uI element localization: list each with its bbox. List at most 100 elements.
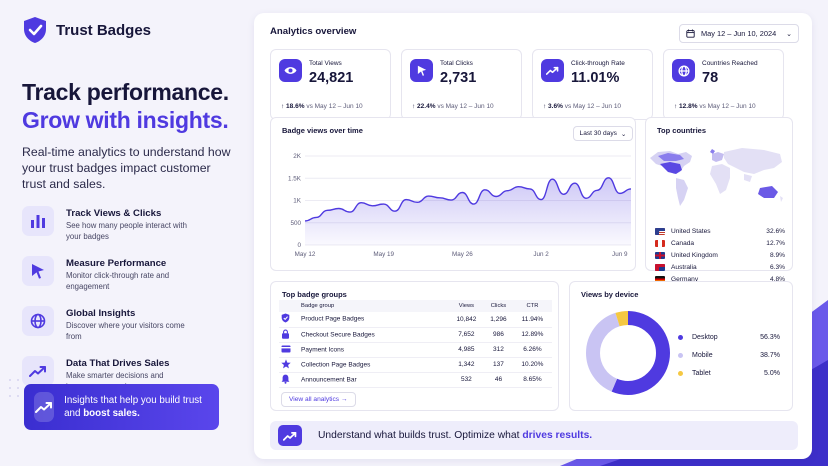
table-row[interactable]: Payment Icons 4,985 312 6.26% xyxy=(279,342,552,358)
range-select-label: Last 30 days xyxy=(579,130,617,137)
badge-groups-table: Badge group Views Clicks CTR Product Pag… xyxy=(279,300,552,388)
globe-icon xyxy=(672,59,695,82)
feature-title: Data That Drives Sales xyxy=(66,358,170,369)
australia-flag-icon xyxy=(655,264,665,271)
table-row[interactable]: Announcement Bar 532 46 8.65% xyxy=(279,372,552,388)
donut-slice-tablet xyxy=(586,311,670,395)
kpi-card-ctr: Click-through Rate 11.01% ↑ 3.6% vs May … xyxy=(532,49,653,120)
kpi-card-countries: Countries Reached 78 ↑ 12.8% vs May 12 –… xyxy=(663,49,784,120)
brand: Trust Badges xyxy=(22,16,242,44)
us-flag-icon xyxy=(655,228,665,235)
insights-cta: Insights that help you build trust and b… xyxy=(24,384,219,430)
feature-title: Track Views & Clicks xyxy=(66,208,162,219)
germany-flag-icon xyxy=(655,276,665,283)
feature-title: Measure Performance xyxy=(66,258,167,269)
range-select[interactable]: Last 30 days ⌄ xyxy=(573,126,633,141)
canada-flag-icon xyxy=(655,240,665,247)
brand-name: Trust Badges xyxy=(56,21,152,39)
cursor-icon xyxy=(22,256,54,286)
series-line xyxy=(304,177,632,222)
chevron-down-icon: ⌄ xyxy=(786,30,792,38)
table-row[interactable]: Collection Page Badges 1,342 137 10.20% xyxy=(279,357,552,373)
bottom-banner: Understand what builds trust. Optimize w… xyxy=(270,421,798,450)
date-range-picker[interactable]: May 12 – Jun 10, 2024 ⌄ xyxy=(679,24,799,43)
marketing-column: Trust Badges Track performance. Grow wit… xyxy=(22,16,242,392)
headline: Track performance. Grow with insights. xyxy=(22,78,242,134)
column-header: Views xyxy=(448,300,485,312)
eye-icon xyxy=(279,59,302,82)
credit-card-icon xyxy=(281,345,292,355)
table-header-row: Badge group Views Clicks CTR xyxy=(279,300,552,312)
trend-up-icon xyxy=(278,425,302,446)
kpi-delta: ↑ 3.6% vs May 12 – Jun 10 xyxy=(543,103,622,110)
country-row: Germany 4.8% xyxy=(655,276,785,283)
feature-desc: See how many people interact with your b… xyxy=(66,221,187,241)
kpi-value: 78 xyxy=(702,70,719,86)
star-icon xyxy=(281,358,292,371)
chevron-down-icon: ⌄ xyxy=(620,130,627,138)
kpi-card-total-views: Total Views 24,821 ↑ 18.6% vs May 12 – J… xyxy=(270,49,391,120)
device-donut-chart xyxy=(586,311,670,395)
shield-check-icon xyxy=(281,313,292,325)
feature-item: Track Views & Clicks See how many people… xyxy=(22,206,242,242)
donut-slice-mobile xyxy=(586,311,670,395)
views-by-device-card: Views by device Desktop 56.3% Mobile 38.… xyxy=(569,281,793,411)
kpi-label: Total Views xyxy=(309,60,342,67)
x-tick-label: Jun 9 xyxy=(612,251,628,258)
legend-dot xyxy=(678,335,683,340)
column-header: CTR xyxy=(512,300,552,312)
kpi-value: 11.01% xyxy=(571,70,620,86)
world-map xyxy=(650,148,783,206)
kpi-value: 24,821 xyxy=(309,70,354,86)
globe-icon xyxy=(22,306,54,336)
feature-item: Global Insights Discover where your visi… xyxy=(22,306,242,342)
badge-groups-title: Top badge groups xyxy=(282,290,347,299)
kpi-label: Countries Reached xyxy=(702,60,758,67)
date-range-label: May 12 – Jun 10, 2024 xyxy=(701,29,777,38)
x-tick-label: May 19 xyxy=(373,251,394,258)
shield-check-logo-icon xyxy=(24,17,46,43)
country-row: United Kingdom 8.9% xyxy=(655,252,785,259)
kpi-row: Total Views 24,821 ↑ 18.6% vs May 12 – J… xyxy=(270,49,784,120)
table-row[interactable]: Product Page Badges 10,842 1,296 11.94% xyxy=(279,312,552,328)
legend-dot xyxy=(678,353,683,358)
views-area-chart: 0 500 1K 1.5K 2K May 12 May 19 May 26 Jun 2 Jun 9 xyxy=(288,153,632,258)
y-tick-label: 2K xyxy=(293,153,302,160)
device-legend-item: Mobile 38.7% xyxy=(678,352,780,359)
headline-line-2: Grow with insights. xyxy=(22,107,229,133)
kpi-label: Total Clicks xyxy=(440,60,473,67)
bell-icon xyxy=(281,374,292,386)
feature-list: Track Views & Clicks See how many people… xyxy=(22,206,242,392)
panel-title: Analytics overview xyxy=(270,26,357,37)
kpi-label: Click-through Rate xyxy=(571,60,625,67)
country-row: United States 32.6% xyxy=(655,228,785,235)
column-header: Badge group xyxy=(279,300,449,312)
column-header: Clicks xyxy=(484,300,513,312)
y-tick-label: 500 xyxy=(290,220,301,227)
headline-line-1: Track performance. xyxy=(22,79,229,105)
feature-item: Measure Performance Monitor click-throug… xyxy=(22,256,242,292)
view-all-analytics-button[interactable]: View all analytics → xyxy=(281,392,356,407)
insights-cta-text: Insights that help you build trust and b… xyxy=(64,395,202,419)
y-tick-label: 1.5K xyxy=(288,175,302,182)
feature-desc: Monitor click-through rate and engagemen… xyxy=(66,271,170,291)
trend-up-icon xyxy=(22,356,54,386)
kpi-delta: ↑ 18.6% vs May 12 – Jun 10 xyxy=(281,103,363,110)
uk-flag-icon xyxy=(655,252,665,259)
trend-up-icon xyxy=(541,59,564,82)
banner-text: Understand what builds trust. Optimize w… xyxy=(318,430,593,441)
x-tick-label: May 12 xyxy=(295,251,316,258)
table-row[interactable]: Checkout Secure Badges 7,652 986 12.89% xyxy=(279,327,552,343)
kpi-delta: ↑ 12.8% vs May 12 – Jun 10 xyxy=(674,103,756,110)
country-row: Australia 6.3% xyxy=(655,264,785,271)
y-tick-label: 0 xyxy=(297,242,301,249)
feature-desc: Discover where your visitors come from xyxy=(66,321,185,341)
country-row: Canada 12.7% xyxy=(655,240,785,247)
x-tick-label: May 26 xyxy=(452,251,473,258)
kpi-delta: ↑ 22.4% vs May 12 – Jun 10 xyxy=(412,103,494,110)
lead-paragraph: Real-time analytics to understand how yo… xyxy=(22,145,231,191)
badge-groups-card: Top badge groups Badge group Views Click… xyxy=(270,281,559,411)
analytics-panel: Analytics overview May 12 – Jun 10, 2024… xyxy=(254,13,812,459)
trend-up-icon xyxy=(34,392,55,422)
cursor-icon xyxy=(410,59,433,82)
